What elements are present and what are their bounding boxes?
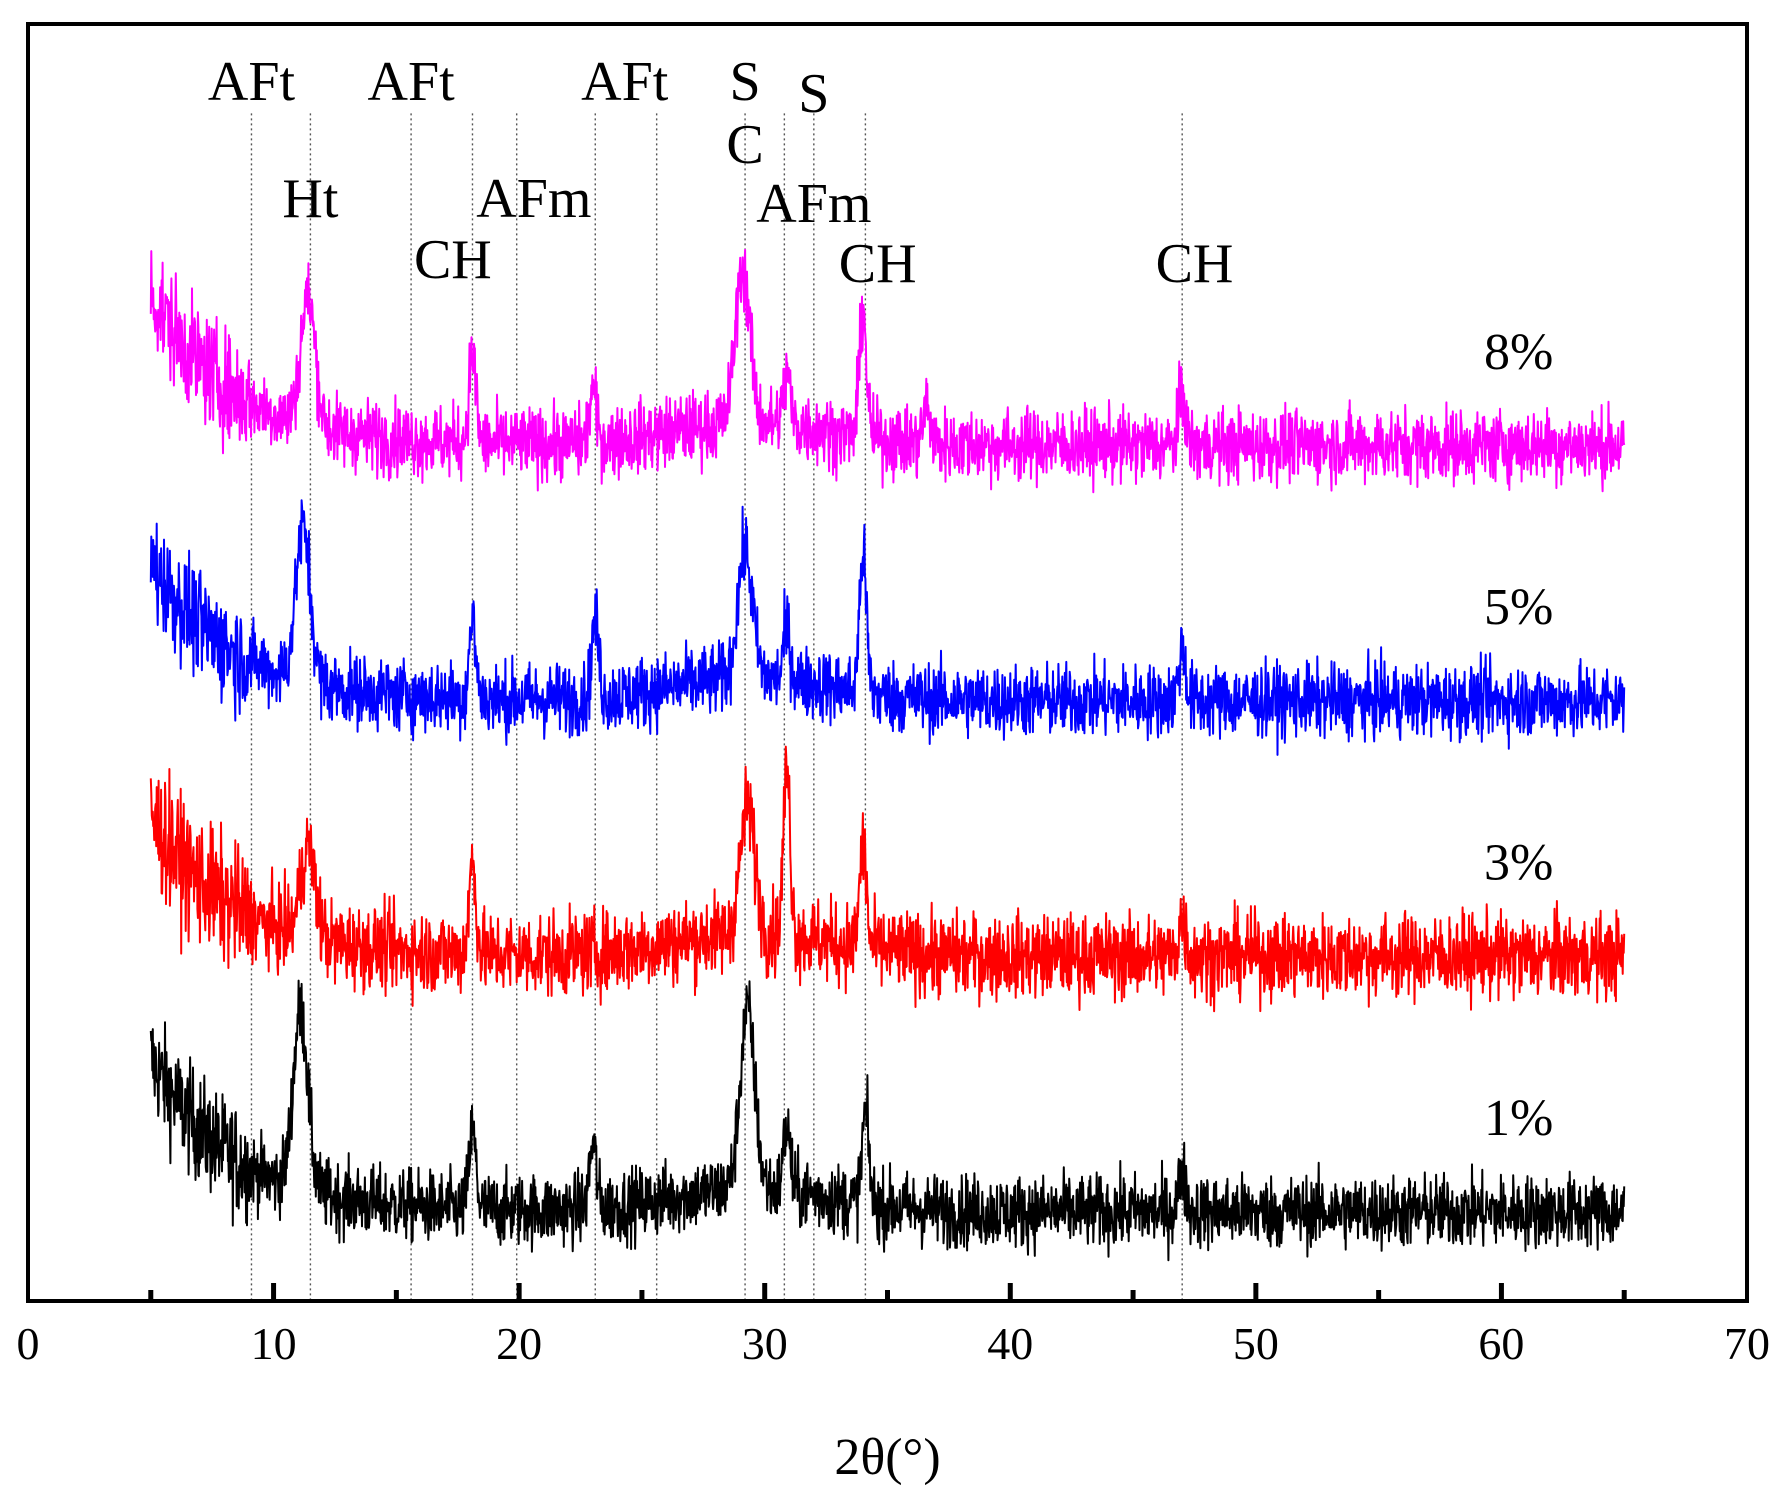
series-line-1pct	[149, 979, 1626, 1262]
series-label: 5%	[1484, 579, 1553, 636]
series-line-3pct	[149, 745, 1626, 1013]
x-tick-label: 20	[496, 1318, 542, 1369]
series-labels: 1% 3% 5% 8%	[1484, 324, 1553, 1147]
peak-label: AFm	[756, 173, 871, 235]
x-tick-label: 60	[1478, 1318, 1524, 1369]
series-label: 1%	[1484, 1090, 1553, 1147]
peak-label: AFm	[476, 168, 591, 230]
peak-label: S	[798, 63, 829, 125]
peak-label: CH	[839, 233, 917, 295]
peak-label: AFt	[368, 51, 456, 113]
x-tick-label: 70	[1724, 1318, 1770, 1369]
peak-label: C	[726, 114, 763, 176]
x-tick-label: 30	[742, 1318, 788, 1369]
series-group	[149, 248, 1626, 1262]
peak-label: CH	[414, 229, 492, 291]
x-tick-label: 40	[987, 1318, 1033, 1369]
series-line-8pct	[149, 248, 1626, 494]
x-axis-tick-labels: 0 10 20 30 40 50 60 70	[17, 1318, 1771, 1369]
series-label: 8%	[1484, 324, 1553, 381]
series-label: 3%	[1484, 835, 1553, 892]
peak-label: Ht	[282, 168, 338, 230]
peak-label: CH	[1156, 233, 1234, 295]
x-tick-label: 50	[1233, 1318, 1279, 1369]
peak-label: S	[729, 51, 760, 113]
x-axis-title: 2θ(°)	[834, 1429, 940, 1486]
peak-label: AFt	[208, 51, 296, 113]
series-line-5pct	[149, 499, 1626, 756]
x-tick-label: 10	[251, 1318, 297, 1369]
x-axis-ticks	[148, 1283, 1627, 1301]
x-tick-label: 0	[17, 1318, 40, 1369]
peak-label: AFt	[581, 51, 669, 113]
